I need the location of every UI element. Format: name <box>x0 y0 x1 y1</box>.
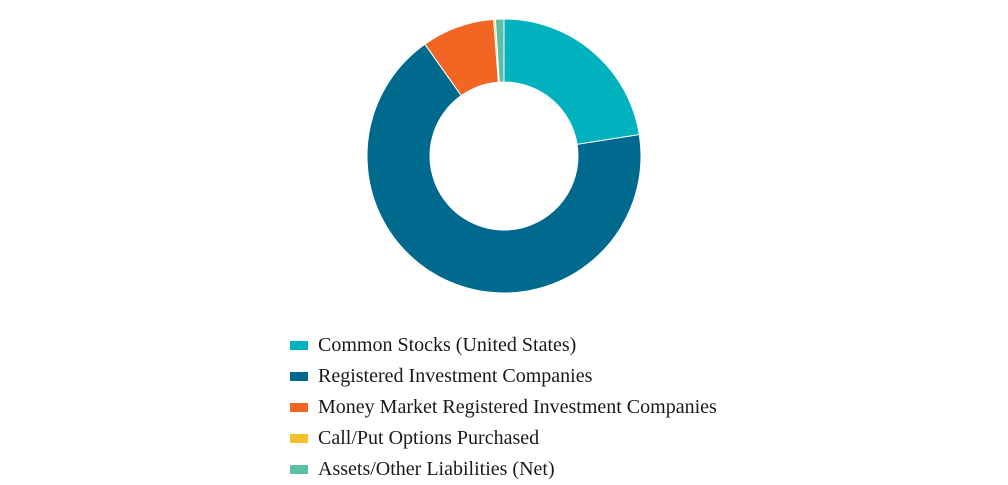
legend-swatch <box>290 372 308 381</box>
chart-legend: Common Stocks (United States) Registered… <box>290 330 717 485</box>
legend-label: Registered Investment Companies <box>318 365 593 387</box>
legend-item-options-purchased: Call/Put Options Purchased <box>290 423 717 454</box>
donut-slice-4 <box>494 18 505 83</box>
legend-label: Common Stocks (United States) <box>318 334 577 356</box>
legend-swatch <box>290 465 308 474</box>
legend-label: Call/Put Options Purchased <box>318 427 540 449</box>
legend-swatch <box>290 434 308 443</box>
donut-slice-1 <box>366 43 642 294</box>
donut-chart <box>366 18 642 294</box>
donut-slice-0 <box>503 18 640 145</box>
legend-item-other-assets-liabilities: Assets/Other Liabilities (Net) <box>290 454 717 485</box>
legend-label: Assets/Other Liabilities (Net) <box>318 458 555 480</box>
legend-label: Money Market Registered Investment Compa… <box>318 396 717 418</box>
legend-item-registered-investment-companies: Registered Investment Companies <box>290 361 717 392</box>
legend-item-common-stocks: Common Stocks (United States) <box>290 330 717 361</box>
legend-item-money-market: Money Market Registered Investment Compa… <box>290 392 717 423</box>
legend-swatch <box>290 341 308 350</box>
legend-swatch <box>290 403 308 412</box>
